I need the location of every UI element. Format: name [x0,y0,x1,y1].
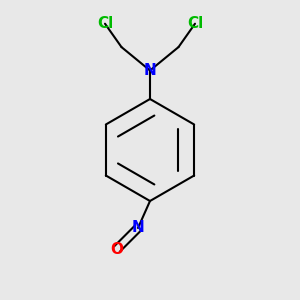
Text: Cl: Cl [187,16,203,31]
Text: O: O [110,242,124,256]
Text: Cl: Cl [97,16,113,31]
Text: N: N [132,220,144,236]
Text: N: N [144,63,156,78]
